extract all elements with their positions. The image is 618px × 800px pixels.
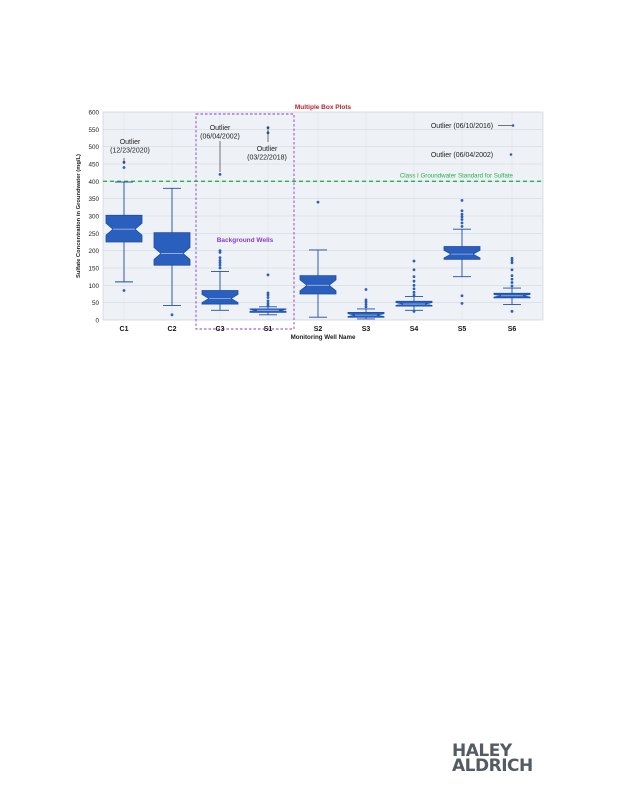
annotation-line: (03/22/2018) — [247, 154, 287, 161]
outlier-point — [413, 287, 416, 290]
annotation-line: Outlier (06/04/2002) — [431, 152, 493, 159]
x-tick-label: S4 — [410, 326, 419, 333]
outlier-point — [219, 261, 222, 264]
outlier-point — [365, 305, 368, 308]
outlier-point — [219, 249, 222, 252]
outlier-point — [267, 274, 270, 277]
y-tick-label: 0 — [95, 318, 99, 325]
outlier-point — [219, 256, 222, 259]
annotation-line: Outlier — [257, 146, 278, 153]
outlier-point — [413, 310, 416, 313]
outlier-point — [219, 173, 222, 176]
y-tick-label: 350 — [88, 196, 99, 203]
outlier-point — [123, 289, 126, 292]
outlier-point — [267, 302, 270, 305]
outlier-point — [461, 225, 464, 228]
y-tick-label: 600 — [88, 110, 99, 117]
y-tick-label: 500 — [88, 144, 99, 151]
outlier-point — [171, 313, 174, 316]
outlier-point — [413, 275, 416, 278]
outlier-point — [267, 292, 270, 295]
outlier-point — [461, 215, 464, 218]
outlier-point — [511, 281, 514, 284]
annotation-line: Outlier — [120, 139, 141, 146]
outlier-point — [413, 284, 416, 287]
outlier-point — [365, 298, 368, 301]
outlier-point — [461, 222, 464, 225]
reference-line-label: Class I Groundwater Standard for Sulfate — [400, 172, 514, 179]
x-tick-label: S5 — [458, 326, 467, 333]
x-tick-label: C2 — [168, 326, 177, 333]
x-axis-label: Monitoring Well Name — [291, 334, 356, 341]
box-body — [154, 233, 190, 266]
y-tick-label: 100 — [88, 283, 99, 290]
outlier-point — [511, 310, 514, 313]
outlier-point — [267, 300, 270, 303]
outlier-point — [461, 213, 464, 216]
outlier-point — [123, 166, 126, 169]
x-tick-label: C1 — [120, 326, 129, 333]
annotation-line: Outlier — [210, 125, 231, 132]
outlier-point — [317, 201, 320, 204]
outlier-point — [413, 268, 416, 271]
x-tick-label: S3 — [362, 326, 371, 333]
y-axis-label: Sulfate Concentration in Groundwater (mg… — [76, 154, 82, 278]
outlier-point — [461, 294, 464, 297]
y-tick-label: 400 — [88, 179, 99, 186]
annotation-point — [512, 124, 515, 127]
outlier-point — [511, 285, 514, 288]
outlier-point — [219, 267, 222, 270]
outlier-point — [511, 257, 514, 260]
annotation-line: Outlier (06/10/2016) — [431, 123, 493, 130]
outlier-point — [219, 259, 222, 262]
outlier-point — [413, 260, 416, 263]
box-body — [444, 247, 480, 260]
outlier-point — [219, 264, 222, 267]
y-tick-label: 50 — [92, 300, 100, 307]
outlier-point — [511, 268, 514, 271]
y-tick-label: 250 — [88, 231, 99, 238]
y-tick-label: 300 — [88, 214, 99, 221]
background-wells-label: Background Wells — [217, 237, 274, 244]
haley-aldrich-logo: HALEY ALDRICH — [452, 744, 552, 778]
y-tick-label: 550 — [88, 127, 99, 134]
y-tick-label: 450 — [88, 162, 99, 169]
outlier-point — [461, 302, 464, 305]
outlier-point — [461, 209, 464, 212]
box-plot-chart: 0 50 100 150 200 250 300 350 400 450 500 550 600 Mult… — [72, 100, 545, 343]
y-tick-label: 150 — [88, 266, 99, 273]
annotation-line: (06/04/2002) — [200, 133, 240, 140]
annotation-point — [510, 153, 513, 156]
outlier-point — [461, 199, 464, 202]
outlier-point — [413, 280, 416, 283]
annotation-s6-outlier-upper: Outlier (06/10/2016) — [431, 123, 493, 130]
x-tick-label: S6 — [508, 326, 517, 333]
outlier-point — [365, 303, 368, 306]
outlier-point — [413, 294, 416, 297]
x-tick-label: S2 — [314, 326, 323, 333]
outlier-point — [413, 291, 416, 294]
outlier-point — [511, 261, 514, 264]
chart-title: Multiple Box Plots — [295, 104, 352, 111]
outlier-point — [511, 274, 514, 277]
annotation-s6-outlier-lower: Outlier (06/04/2002) — [431, 152, 493, 159]
annotation-line: (12/23/2020) — [110, 147, 150, 154]
x-tick-label: C3 — [216, 326, 225, 333]
outlier-point — [365, 288, 368, 291]
outlier-point — [267, 296, 270, 299]
outlier-point — [461, 218, 464, 221]
x-tick-label: S1 — [264, 326, 273, 333]
y-tick-label: 200 — [88, 248, 99, 255]
logo-line-2: ALDRICH — [452, 759, 552, 774]
outlier-point — [511, 278, 514, 281]
box-body — [202, 291, 238, 305]
